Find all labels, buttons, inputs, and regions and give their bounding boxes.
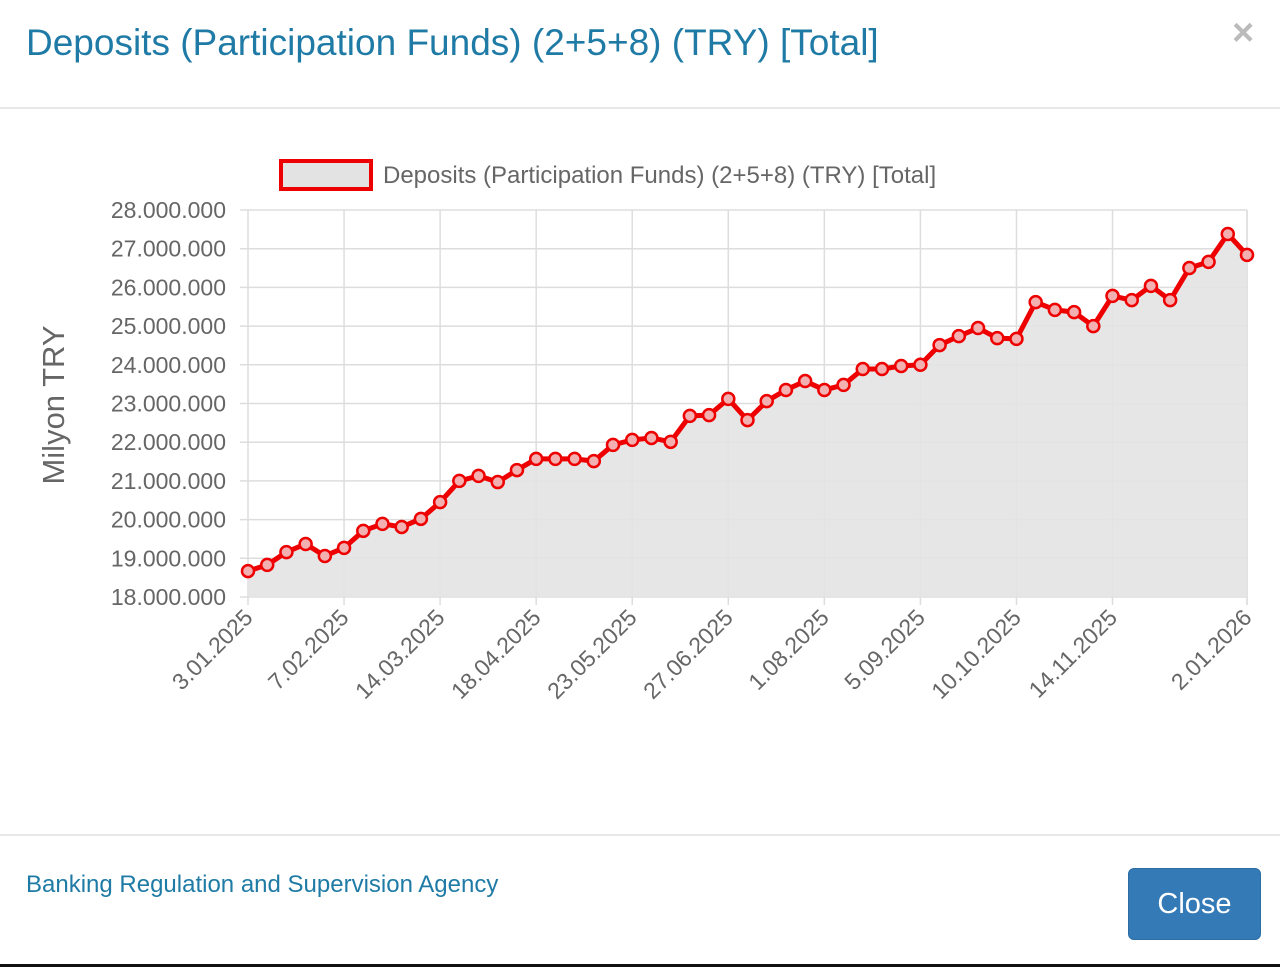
data-point[interactable]	[1066, 304, 1082, 320]
data-point[interactable]	[970, 320, 986, 336]
close-icon[interactable]: ×	[1232, 12, 1255, 54]
data-point[interactable]	[413, 511, 429, 527]
y-axis-title: Milyon TRY	[36, 325, 71, 484]
data-point[interactable]	[471, 468, 486, 484]
y-tick-label: 18.000.000	[111, 584, 226, 610]
area-fill	[248, 233, 1247, 597]
data-point[interactable]	[913, 357, 928, 373]
data-point[interactable]	[528, 451, 544, 467]
data-point[interactable]	[1124, 292, 1139, 308]
legend-label[interactable]: Deposits (Participation Funds) (2+5+8) (…	[383, 162, 936, 189]
data-point[interactable]	[932, 337, 947, 353]
data-point[interactable]	[548, 451, 563, 467]
data-point[interactable]	[1047, 302, 1063, 318]
data-point[interactable]	[778, 382, 794, 398]
data-point[interactable]	[893, 358, 909, 374]
x-tick-label: 27.06.2025	[638, 604, 738, 704]
x-tick-label: 23.05.2025	[542, 604, 642, 704]
x-tick-label: 7.02.2025	[263, 604, 354, 695]
y-tick-label: 24.000.000	[111, 352, 226, 378]
data-point[interactable]	[356, 523, 371, 539]
data-point[interactable]	[1143, 278, 1159, 294]
data-point[interactable]	[1239, 247, 1255, 263]
data-point[interactable]	[990, 330, 1005, 346]
data-point[interactable]	[1009, 331, 1024, 347]
data-point[interactable]	[240, 563, 256, 579]
data-point[interactable]	[874, 361, 890, 377]
header-divider	[0, 107, 1280, 109]
data-point[interactable]	[490, 474, 505, 490]
y-tick-label: 27.000.000	[111, 236, 226, 262]
y-tick-label: 23.000.000	[111, 391, 226, 417]
y-tick-label: 26.000.000	[111, 274, 226, 300]
data-point[interactable]	[740, 412, 755, 428]
chart: 28.000.000 27.000.000 26.000.000 25.000.000…	[36, 159, 1257, 704]
data-point[interactable]	[1028, 294, 1043, 310]
data-point[interactable]	[644, 430, 659, 446]
footer-divider	[0, 834, 1280, 836]
data-point[interactable]	[586, 453, 602, 469]
data-point[interactable]	[836, 377, 851, 393]
data-point[interactable]	[797, 373, 813, 389]
data-point[interactable]	[336, 540, 352, 556]
y-tick-label: 20.000.000	[111, 507, 226, 533]
modal-title: Deposits (Participation Funds) (2+5+8) (…	[26, 22, 879, 63]
data-point[interactable]	[298, 536, 313, 552]
data-point[interactable]	[1201, 254, 1216, 270]
data-point[interactable]	[1182, 260, 1197, 276]
data-point[interactable]	[624, 432, 640, 448]
x-tick-label: 18.04.2025	[446, 604, 546, 704]
data-point[interactable]	[701, 407, 717, 423]
x-tick-label: 14.03.2025	[350, 604, 450, 704]
x-tick-label: 3.01.2025	[167, 604, 258, 695]
close-button[interactable]: Close	[1128, 868, 1261, 940]
data-point[interactable]	[1086, 318, 1101, 334]
data-point[interactable]	[1220, 226, 1236, 242]
data-point[interactable]	[279, 544, 294, 560]
data-point[interactable]	[317, 548, 333, 564]
y-tick-label: 25.000.000	[111, 313, 226, 339]
data-point[interactable]	[663, 434, 678, 450]
data-point[interactable]	[951, 328, 967, 344]
y-tick-label: 28.000.000	[111, 197, 226, 223]
x-tick-label: 14.11.2025	[1023, 604, 1122, 703]
data-point[interactable]	[452, 473, 467, 489]
data-point[interactable]	[394, 519, 409, 535]
legend-swatch[interactable]	[279, 159, 373, 191]
data-point[interactable]	[817, 382, 832, 398]
data-point[interactable]	[855, 361, 871, 377]
x-tick-label: 10.10.2025	[926, 604, 1026, 704]
y-tick-label: 22.000.000	[111, 429, 226, 455]
y-tick-label: 19.000.000	[111, 545, 226, 571]
data-point[interactable]	[759, 393, 774, 409]
x-tick-label: 1.08.2025	[743, 604, 834, 695]
data-point[interactable]	[432, 494, 448, 510]
y-tick-label: 21.000.000	[111, 468, 226, 494]
data-point[interactable]	[1105, 288, 1120, 304]
data-point[interactable]	[567, 451, 582, 467]
data-point[interactable]	[682, 408, 698, 424]
data-point[interactable]	[375, 516, 390, 532]
data-point[interactable]	[509, 462, 525, 478]
bottom-border	[0, 964, 1280, 967]
x-tick-label: 2.01.2026	[1166, 604, 1257, 695]
agency-link[interactable]: Banking Regulation and Supervision Agenc…	[26, 871, 499, 898]
x-tick-label: 5.09.2025	[839, 604, 930, 695]
data-point[interactable]	[721, 391, 736, 407]
data-point[interactable]	[259, 557, 275, 573]
data-point[interactable]	[605, 437, 621, 453]
data-point[interactable]	[1162, 292, 1178, 308]
